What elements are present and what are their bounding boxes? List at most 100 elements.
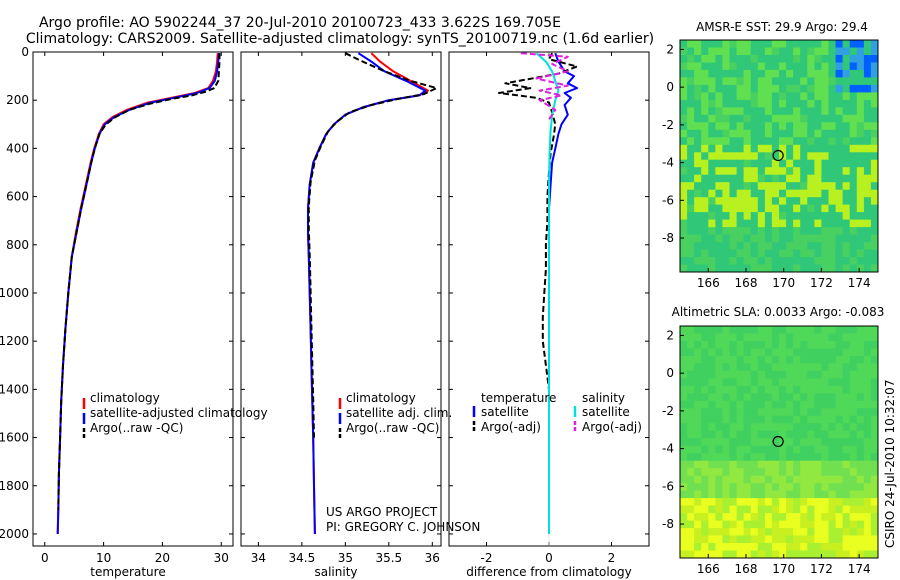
- map-cell: [680, 99, 688, 108]
- map-cell: [757, 257, 766, 265]
- map-cell: [870, 182, 879, 191]
- map-cell: [708, 326, 716, 334]
- map-cell: [715, 137, 723, 146]
- map-cell: [800, 490, 808, 499]
- map-cell: [750, 159, 759, 168]
- map-cell: [694, 197, 702, 206]
- map-cell: [694, 40, 702, 48]
- map-cell: [729, 69, 738, 78]
- map-cell: [856, 122, 865, 131]
- map-cell: [687, 453, 695, 462]
- map-cell: [793, 40, 801, 48]
- map-cell: [729, 242, 738, 251]
- map-cell: [680, 264, 688, 273]
- map-cell: [793, 55, 801, 63]
- map-cell: [771, 415, 780, 424]
- map-cell: [835, 77, 844, 86]
- map-cell: [849, 189, 858, 198]
- map-cell: [701, 219, 709, 228]
- map-cell: [687, 423, 695, 432]
- map-cell: [793, 363, 801, 372]
- map-cell: [849, 535, 858, 544]
- map-cell: [729, 415, 738, 424]
- map-cell: [729, 99, 738, 108]
- map-cell: [828, 182, 837, 191]
- map-cell: [863, 341, 872, 349]
- map-cell: [715, 47, 723, 56]
- map-cell: [863, 234, 872, 243]
- map-cell: [722, 490, 730, 499]
- map-cell: [793, 212, 801, 221]
- map-cell: [715, 159, 723, 168]
- map-cell: [849, 550, 858, 559]
- map-cell: [807, 234, 815, 243]
- map-cell: [757, 415, 766, 424]
- map-cell: [800, 438, 808, 447]
- map-cell: [757, 77, 766, 86]
- map-cell: [786, 363, 794, 372]
- map-cell: [757, 445, 766, 454]
- map-cell: [736, 415, 745, 424]
- map-cell: [736, 326, 745, 334]
- map-cell: [680, 423, 688, 432]
- map-cell: [800, 363, 808, 372]
- map-cell: [835, 159, 844, 168]
- map-cell: [708, 528, 716, 537]
- map-cell: [701, 264, 709, 273]
- map-cell: [849, 490, 858, 499]
- map-cell: [708, 219, 716, 228]
- map-cell: [743, 370, 752, 379]
- map-cell: [821, 355, 829, 364]
- map-cell: [821, 445, 829, 454]
- legend-label-sal-satellite: satellite: [582, 405, 630, 419]
- map-cell: [779, 137, 787, 146]
- map-cell: [708, 445, 716, 454]
- map-cell: [708, 348, 716, 357]
- map-cell: [856, 341, 865, 349]
- map-cell: [701, 408, 709, 417]
- map-cell: [786, 159, 794, 168]
- map-cell: [722, 167, 730, 176]
- map-cell: [701, 550, 709, 559]
- map-cell: [849, 219, 858, 228]
- map-cell: [701, 363, 709, 372]
- map-cell: [814, 257, 822, 265]
- map-cell: [708, 227, 716, 236]
- map-cell: [764, 182, 773, 191]
- map-cell: [828, 174, 837, 183]
- map-cell: [856, 264, 865, 273]
- map-cell: [736, 92, 745, 101]
- map-cell: [680, 55, 688, 63]
- map-cell: [729, 152, 738, 161]
- map-cell: [708, 543, 716, 551]
- map-cell: [870, 77, 879, 86]
- map-cell: [786, 174, 794, 183]
- map-cell: [807, 182, 815, 191]
- map-cell: [757, 460, 766, 469]
- map-cell: [722, 528, 730, 537]
- map-cell: [863, 92, 872, 101]
- map-cell: [750, 348, 759, 357]
- map-cell: [835, 69, 844, 78]
- map-cell: [764, 234, 773, 243]
- map-cell: [701, 423, 709, 432]
- y-tick-label: 0: [666, 366, 674, 380]
- map-cell: [694, 227, 702, 236]
- map-cell: [736, 333, 745, 342]
- map-cell: [870, 62, 879, 71]
- map-cell: [715, 453, 723, 462]
- map-cell: [729, 167, 738, 176]
- map-cell: [800, 468, 808, 477]
- map-cell: [743, 219, 752, 228]
- map-cell: [729, 363, 738, 372]
- map-cell: [729, 528, 738, 537]
- map-cell: [694, 62, 702, 71]
- map-cell: [701, 543, 709, 551]
- map-cell: [743, 483, 752, 492]
- map-cell: [701, 212, 709, 221]
- map-cell: [779, 40, 787, 48]
- map-cell: [687, 204, 695, 213]
- map-cell: [793, 174, 801, 183]
- map-cell: [863, 423, 872, 432]
- map-cell: [694, 152, 702, 161]
